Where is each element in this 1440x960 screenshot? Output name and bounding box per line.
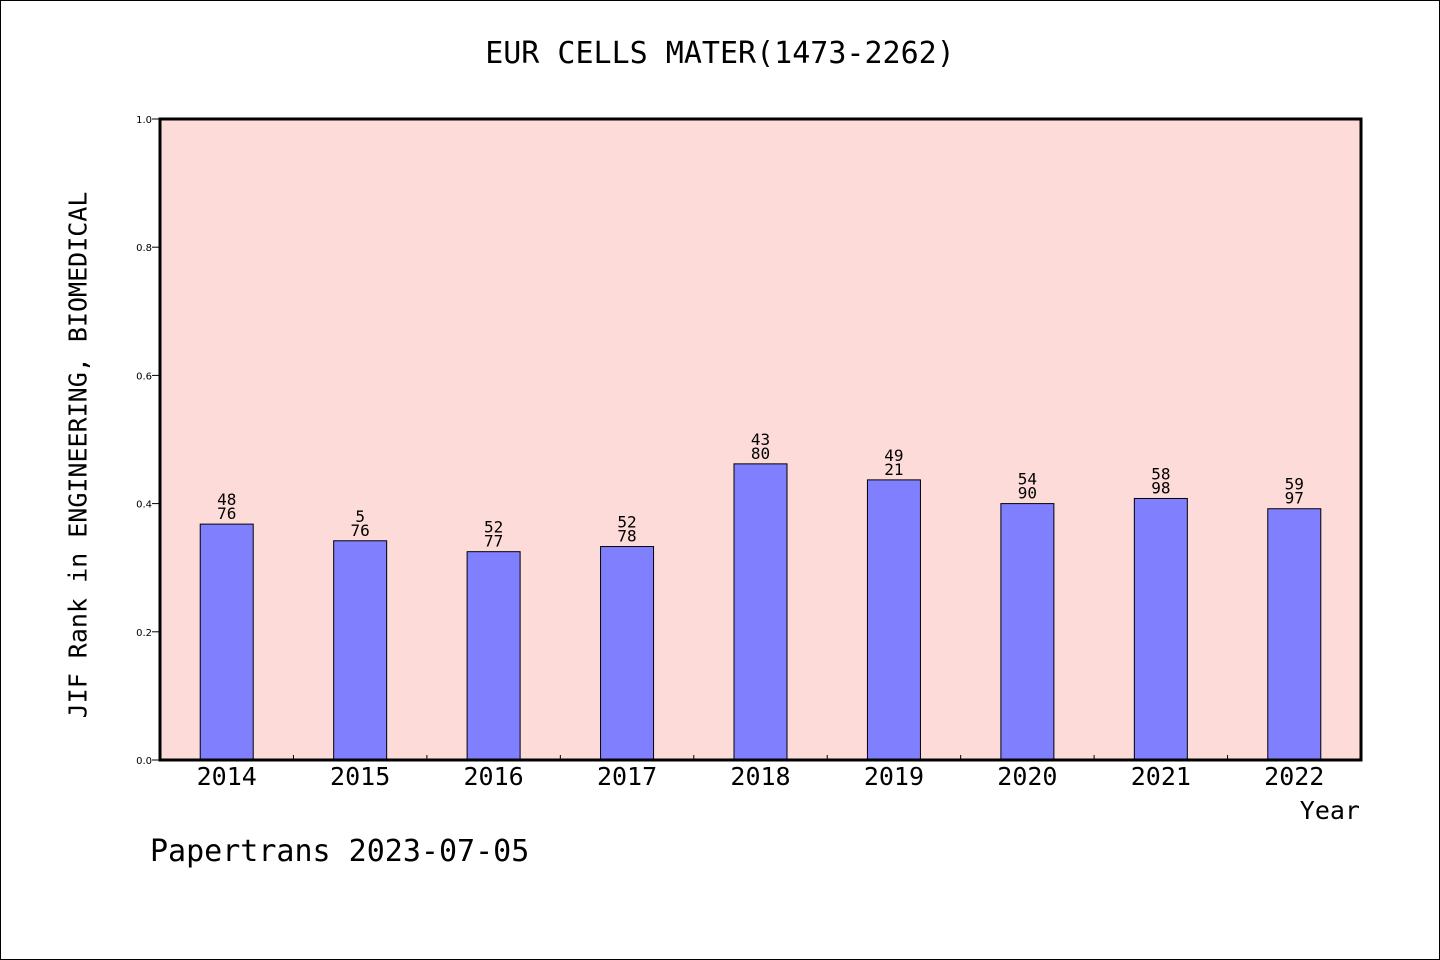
bar-rank-label: 52: [484, 518, 503, 537]
bar-rank-label: 48: [217, 490, 236, 509]
bar-rank-label: 58: [1151, 464, 1170, 483]
bar-total-label: 80: [751, 444, 770, 463]
x-axis-label: Year: [1299, 796, 1360, 825]
bar-2019: [866, 479, 921, 761]
y-tick-label: 0.4: [136, 500, 152, 511]
y-tick-label: 0.6: [136, 371, 152, 382]
bar-rank-label: 54: [1018, 470, 1037, 489]
x-tick-label: 2017: [597, 762, 657, 791]
bar-total-label: 76: [351, 521, 370, 540]
chart-title: EUR CELLS MATER(1473-2262): [485, 36, 955, 71]
bar-total-label: 78: [617, 527, 636, 546]
footer-credit: Papertrans 2023-07-05: [150, 834, 530, 869]
x-tick-label: 2021: [1131, 762, 1191, 791]
bar-total-label: 97: [1285, 489, 1304, 508]
bar-2020: [1000, 503, 1055, 761]
y-tick-label: 1.0: [136, 115, 152, 126]
y-tick-label: 0.0: [136, 756, 152, 767]
x-tick-label: 2018: [730, 762, 790, 791]
bar-rank-label: 52: [617, 513, 636, 532]
bar-rank-label: 43: [751, 430, 770, 449]
x-tick-label: 2014: [197, 762, 257, 791]
y-tick-label: 0.2: [136, 628, 152, 639]
bar-rank-label: 59: [1285, 475, 1304, 494]
bar-2015: [333, 540, 388, 761]
y-tick-label: 0.8: [136, 243, 152, 254]
y-ticks-group: 0.0 0.2 0.4 0.6 0.8 1.0: [136, 115, 160, 767]
bar-total-label: 77: [484, 532, 503, 551]
bar-2016: [466, 551, 521, 761]
x-tick-label: 2016: [464, 762, 524, 791]
bar-total-label: 21: [884, 460, 903, 479]
bar-2017: [600, 546, 655, 761]
plot-border: [158, 117, 1363, 762]
bar-2018: [733, 463, 788, 761]
bar-2021: [1133, 497, 1188, 761]
bar-2022: [1267, 508, 1322, 761]
bar-2014: [199, 523, 254, 761]
x-tick-label: 2015: [330, 762, 390, 791]
bar-rank-label: 49: [884, 446, 903, 465]
bar-total-label: 90: [1018, 484, 1037, 503]
bar-total-label: 98: [1151, 478, 1170, 497]
x-tick-label: 2022: [1264, 762, 1324, 791]
bar-total-label: 76: [217, 504, 236, 523]
x-ticks-group: 2014 2015 2016 2017 2018 2019 2020 2021 2022: [197, 755, 1324, 791]
bar-rank-label: 5: [355, 507, 365, 526]
x-tick-label: 2019: [864, 762, 924, 791]
x-tick-label: 2020: [997, 762, 1057, 791]
